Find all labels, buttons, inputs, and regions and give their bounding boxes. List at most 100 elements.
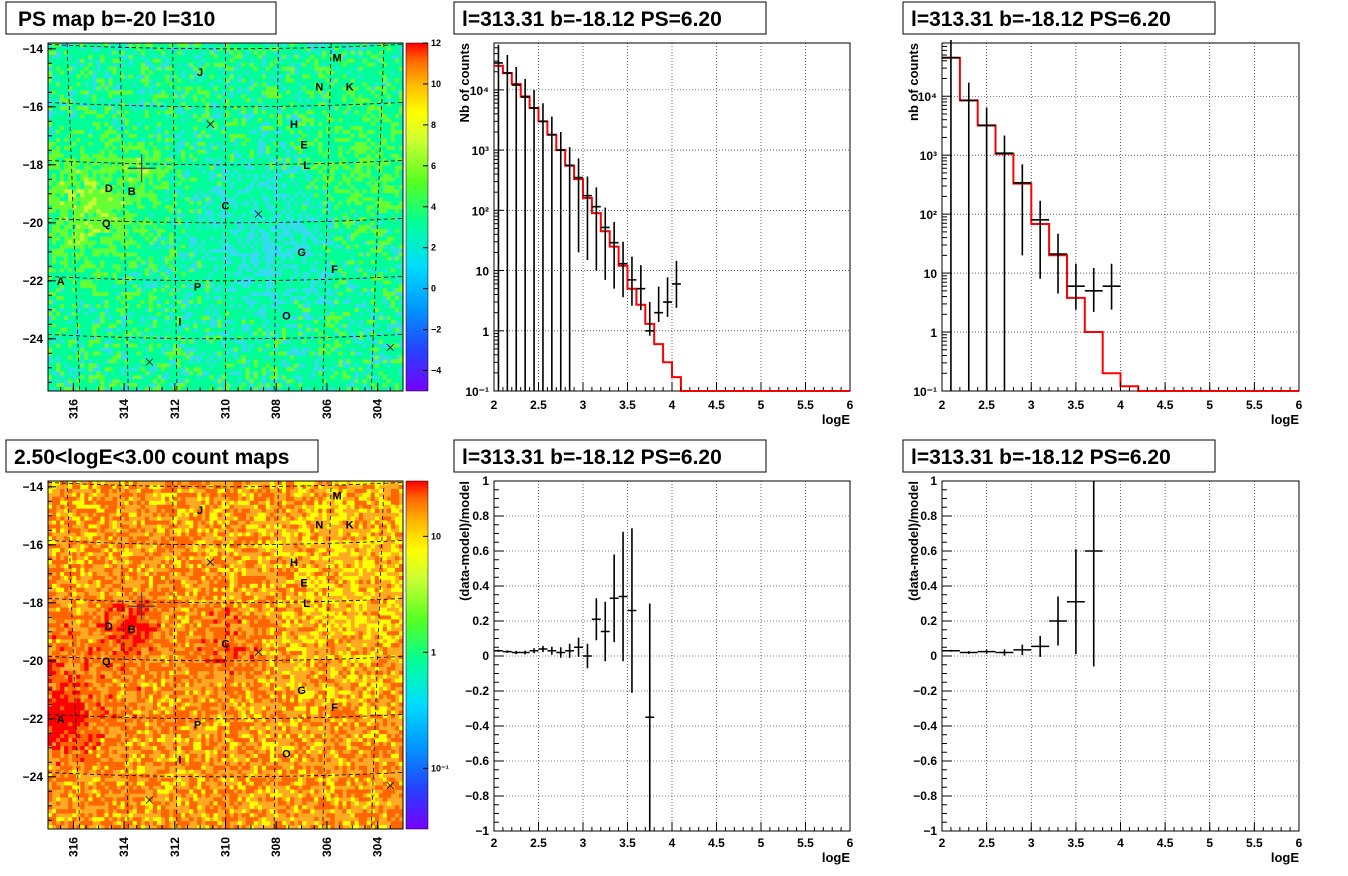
- psmap-cell: [306, 193, 311, 198]
- psmap-cell: [152, 248, 158, 253]
- psmap-cell: [221, 106, 226, 111]
- psmap-cell: [310, 173, 315, 178]
- psmap-cell: [197, 288, 202, 293]
- psmap-cell: [354, 307, 359, 313]
- psmap-cell: [370, 300, 376, 305]
- psmap-cell: [177, 118, 182, 123]
- psmap-cell: [64, 169, 69, 174]
- psmap-cell: [281, 280, 287, 285]
- psmap-cell: [100, 209, 105, 214]
- psmap-cell: [140, 205, 146, 210]
- psmap-cell: [338, 165, 343, 170]
- psmap-cell: [144, 66, 150, 71]
- psmap-cell: [209, 292, 214, 297]
- psmap-cell: [366, 280, 372, 285]
- psmap-cell: [144, 240, 150, 245]
- psmap-cell: [225, 141, 230, 147]
- psmap-cell: [76, 224, 81, 230]
- psmap-cell: [201, 98, 206, 103]
- psmap-cell: [241, 118, 246, 123]
- psmap-cell: [390, 307, 396, 313]
- psmap-cell: [164, 54, 170, 60]
- psmap-cell: [104, 149, 109, 155]
- psmap-cell: [362, 244, 367, 249]
- psmap-cell: [120, 66, 125, 71]
- psmap-cell: [56, 236, 61, 242]
- psmap-cell: [56, 307, 61, 313]
- psmap-cell: [314, 110, 319, 115]
- psmap-cell: [64, 161, 69, 166]
- psmap-cell: [370, 110, 376, 115]
- psmap-cell: [217, 130, 222, 135]
- psmap-cell: [378, 82, 384, 87]
- psmap-cell: [213, 43, 218, 48]
- psmap-cell: [322, 264, 327, 269]
- psmap-cell: [310, 177, 315, 182]
- psmap-cell: [189, 118, 194, 123]
- psmap-cell: [144, 177, 150, 182]
- psmap-cell: [128, 126, 134, 131]
- psmap-cell: [177, 122, 182, 127]
- psmap-cell: [257, 201, 263, 206]
- psmap-cell: [330, 90, 335, 95]
- psmap-cell: [209, 149, 214, 155]
- psmap-cell: [241, 304, 246, 309]
- psmap-cell: [116, 209, 121, 214]
- psmap-cell: [257, 70, 263, 75]
- psmap-cell: [370, 189, 376, 194]
- psmap-cell: [136, 177, 142, 182]
- psmap-cell: [310, 165, 315, 170]
- psmap-cell: [318, 280, 323, 285]
- psmap-cell: [350, 98, 355, 103]
- psmap-cell: [366, 130, 372, 135]
- psmap-cell: [213, 133, 218, 139]
- psmap-cell: [330, 244, 335, 249]
- psmap-cell: [120, 220, 125, 226]
- psmap-cell: [181, 94, 186, 99]
- psmap-cell: [80, 284, 85, 289]
- psmap-cell: [330, 54, 335, 60]
- psmap-cell: [310, 248, 315, 253]
- psmap-cell: [104, 300, 109, 305]
- psmap-cell: [201, 90, 206, 95]
- psmap-cell: [76, 296, 81, 301]
- psmap-cell: [84, 66, 89, 71]
- psmap-cell: [286, 307, 291, 313]
- psmap-cell: [112, 252, 117, 257]
- psmap-cell: [205, 185, 210, 190]
- psmap-cell: [310, 304, 315, 309]
- psmap-cell: [217, 244, 222, 249]
- psmap-cell: [253, 288, 259, 293]
- psmap-cell: [225, 296, 230, 301]
- psmap-cell: [72, 268, 77, 273]
- psmap-cell: [269, 276, 275, 281]
- psmap-cell: [257, 46, 263, 52]
- psmap-cell: [233, 244, 238, 249]
- psmap-cell: [48, 311, 53, 317]
- psmap-cell: [233, 58, 238, 64]
- psmap-cell: [358, 240, 363, 245]
- psmap-cell: [116, 58, 121, 64]
- psmap-cell: [338, 66, 343, 71]
- psmap-cell: [189, 307, 194, 313]
- psmap-cell: [76, 232, 81, 238]
- psmap-cell: [64, 86, 69, 91]
- psmap-cell: [205, 177, 210, 182]
- psmap-cell: [100, 54, 105, 60]
- psmap-cell: [286, 300, 291, 305]
- psmap-cell: [281, 153, 287, 158]
- psmap-cell: [60, 145, 65, 151]
- psmap-cell: [177, 102, 182, 107]
- psmap-cell: [294, 58, 299, 64]
- psmap-cell: [88, 118, 93, 123]
- psmap-cell: [225, 311, 230, 317]
- psmap-cell: [281, 173, 287, 178]
- psmap-cell: [205, 280, 210, 285]
- psmap-cell: [346, 224, 351, 230]
- psmap-cell: [306, 189, 311, 194]
- psmap-cell: [136, 98, 142, 103]
- psmap-cell: [185, 43, 190, 48]
- psmap-cell: [257, 66, 263, 71]
- psmap-cell: [156, 296, 162, 301]
- psmap-cell: [249, 193, 255, 198]
